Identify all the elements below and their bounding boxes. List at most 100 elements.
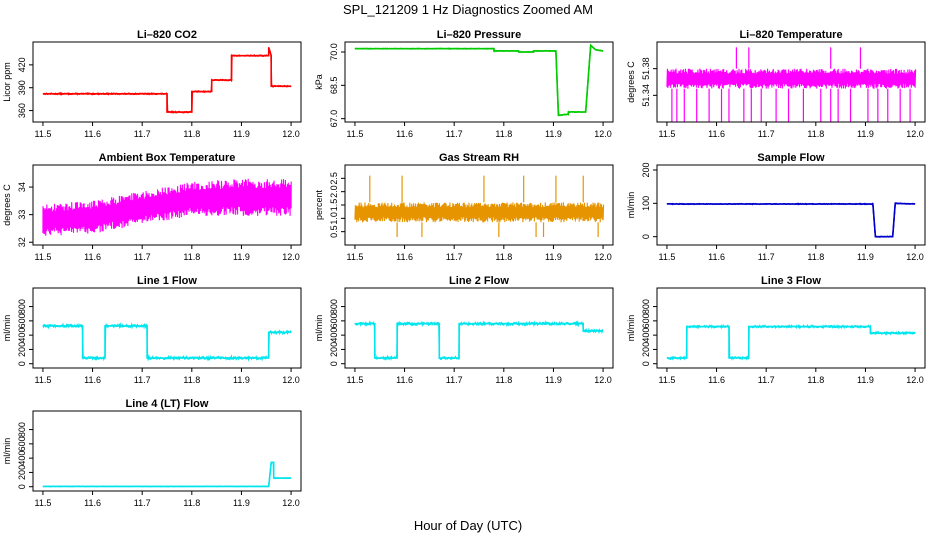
x-axis-caption: Hour of Day (UTC) xyxy=(413,518,523,533)
plot-frame xyxy=(656,287,926,369)
series-line xyxy=(354,322,604,359)
y-tick-label: 400 xyxy=(641,328,651,343)
x-tick-label: 11.7 xyxy=(134,252,151,262)
series-line-noisy xyxy=(666,202,916,238)
y-axis-label: degrees C xyxy=(626,61,636,103)
plot-frame xyxy=(32,41,302,123)
y-tick-label: 400 xyxy=(17,328,27,343)
series-band xyxy=(42,178,292,236)
plot-frame xyxy=(656,164,926,246)
plot-data xyxy=(42,178,292,236)
y-tick-label: 200 xyxy=(329,342,339,357)
y-tick-label: 200 xyxy=(17,465,27,480)
series-line xyxy=(42,47,292,113)
y-tick-label: 0 xyxy=(641,234,651,239)
panel-title: Line 3 Flow xyxy=(761,275,821,287)
x-tick-label: 11.9 xyxy=(857,375,874,385)
y-axis-label: degrees C xyxy=(2,184,12,226)
y-tick-label: 0 xyxy=(17,484,27,489)
series-line-noisy xyxy=(354,319,604,361)
x-tick-label: 11.8 xyxy=(807,252,824,262)
y-tick-label: 34 xyxy=(17,182,27,192)
x-tick-label: 12.0 xyxy=(906,252,924,262)
y-tick-label: 600 xyxy=(17,313,27,328)
x-tick-label: 11.5 xyxy=(34,375,51,385)
plot-frame xyxy=(656,41,926,123)
x-tick-label: 11.6 xyxy=(396,129,413,139)
x-tick-label: 12.0 xyxy=(282,375,300,385)
x-tick-label: 11.9 xyxy=(233,129,250,139)
x-tick-label: 11.9 xyxy=(857,129,874,139)
x-tick-label: 11.5 xyxy=(658,129,675,139)
y-tick-label: 390 xyxy=(17,80,27,95)
x-tick-label: 11.5 xyxy=(346,375,363,385)
panel-title: Li–820 Temperature xyxy=(739,29,842,41)
x-tick-label: 11.8 xyxy=(807,375,824,385)
x-tick-label: 11.9 xyxy=(233,252,250,262)
panel-3: Li–820 Temperature degrees C 11.5 11.6 11.7 1… xyxy=(626,29,926,139)
y-axis-label: ml/min xyxy=(2,438,12,465)
x-tick-label: 11.6 xyxy=(84,498,101,508)
y-tick-label: 51.34 xyxy=(641,84,651,107)
y-tick-label: 0 xyxy=(329,361,339,366)
x-tick-label: 11.9 xyxy=(233,498,250,508)
x-tick-label: 11.6 xyxy=(84,129,101,139)
y-axis-label: ml/min xyxy=(626,315,636,342)
x-tick-label: 11.5 xyxy=(34,498,51,508)
series-line xyxy=(42,461,292,488)
panel-5: Gas Stream RH percent 11.5 11.6 11.7 11.8 11.9… xyxy=(314,152,614,262)
panel-4: Ambient Box Temperature degrees C 11.5 11.6… xyxy=(2,152,302,262)
series-band xyxy=(354,202,605,223)
y-tick-label: 32 xyxy=(17,237,27,247)
x-tick-label: 12.0 xyxy=(282,252,300,262)
y-tick-label: 800 xyxy=(17,299,27,314)
y-axis-label: kPa xyxy=(314,74,324,90)
plot-frame xyxy=(344,287,614,369)
y-tick-label: 0 xyxy=(17,361,27,366)
y-tick-label: 68.5 xyxy=(329,77,339,95)
x-tick-label: 11.5 xyxy=(34,129,51,139)
plot-data xyxy=(354,43,604,117)
x-tick-label: 11.6 xyxy=(396,375,413,385)
y-tick-label: 0 xyxy=(641,361,651,366)
x-tick-label: 11.5 xyxy=(658,252,675,262)
panel-10: Line 4 (LT) Flow ml/min 11.5 11.6 11.7 11.8 11… xyxy=(2,398,302,508)
series-line xyxy=(666,202,916,238)
plot-data xyxy=(354,319,604,361)
y-tick-label: 1.5 xyxy=(329,199,339,212)
y-axis-label: ml/min xyxy=(2,315,12,342)
x-tick-label: 12.0 xyxy=(906,129,924,139)
x-tick-label: 11.7 xyxy=(134,375,151,385)
series-band xyxy=(666,68,917,89)
y-tick-label: 800 xyxy=(17,422,27,437)
series-line-noisy xyxy=(666,323,916,361)
plot-data xyxy=(42,47,292,114)
x-tick-label: 11.8 xyxy=(183,129,200,139)
panel-title: Gas Stream RH xyxy=(439,152,519,164)
plot-frame xyxy=(344,41,614,123)
x-tick-label: 11.8 xyxy=(495,375,512,385)
series-line xyxy=(354,43,604,117)
x-tick-label: 12.0 xyxy=(594,252,612,262)
plot-frame xyxy=(32,410,302,492)
y-tick-label: 600 xyxy=(17,436,27,451)
x-tick-label: 11.7 xyxy=(134,498,151,508)
panel-9: Line 3 Flow ml/min 11.5 11.6 11.7 11.8 11.9 12.… xyxy=(626,275,926,385)
x-tick-label: 12.0 xyxy=(282,129,300,139)
y-tick-label: 360 xyxy=(17,103,27,118)
x-tick-label: 11.7 xyxy=(758,252,775,262)
y-tick-label: 200 xyxy=(641,342,651,357)
plot-data xyxy=(666,323,916,361)
plot-frame xyxy=(32,287,302,369)
series-line xyxy=(42,325,292,359)
x-tick-label: 11.8 xyxy=(495,252,512,262)
plot-frame xyxy=(32,164,302,246)
y-tick-label: 400 xyxy=(17,451,27,466)
x-tick-label: 11.5 xyxy=(346,129,363,139)
y-tick-label: 51.38 xyxy=(641,57,651,80)
y-tick-label: 800 xyxy=(641,299,651,314)
x-tick-label: 11.7 xyxy=(134,129,151,139)
plot-data xyxy=(42,322,292,362)
x-tick-label: 11.6 xyxy=(84,375,101,385)
y-axis-label: Licor ppm xyxy=(2,62,12,102)
